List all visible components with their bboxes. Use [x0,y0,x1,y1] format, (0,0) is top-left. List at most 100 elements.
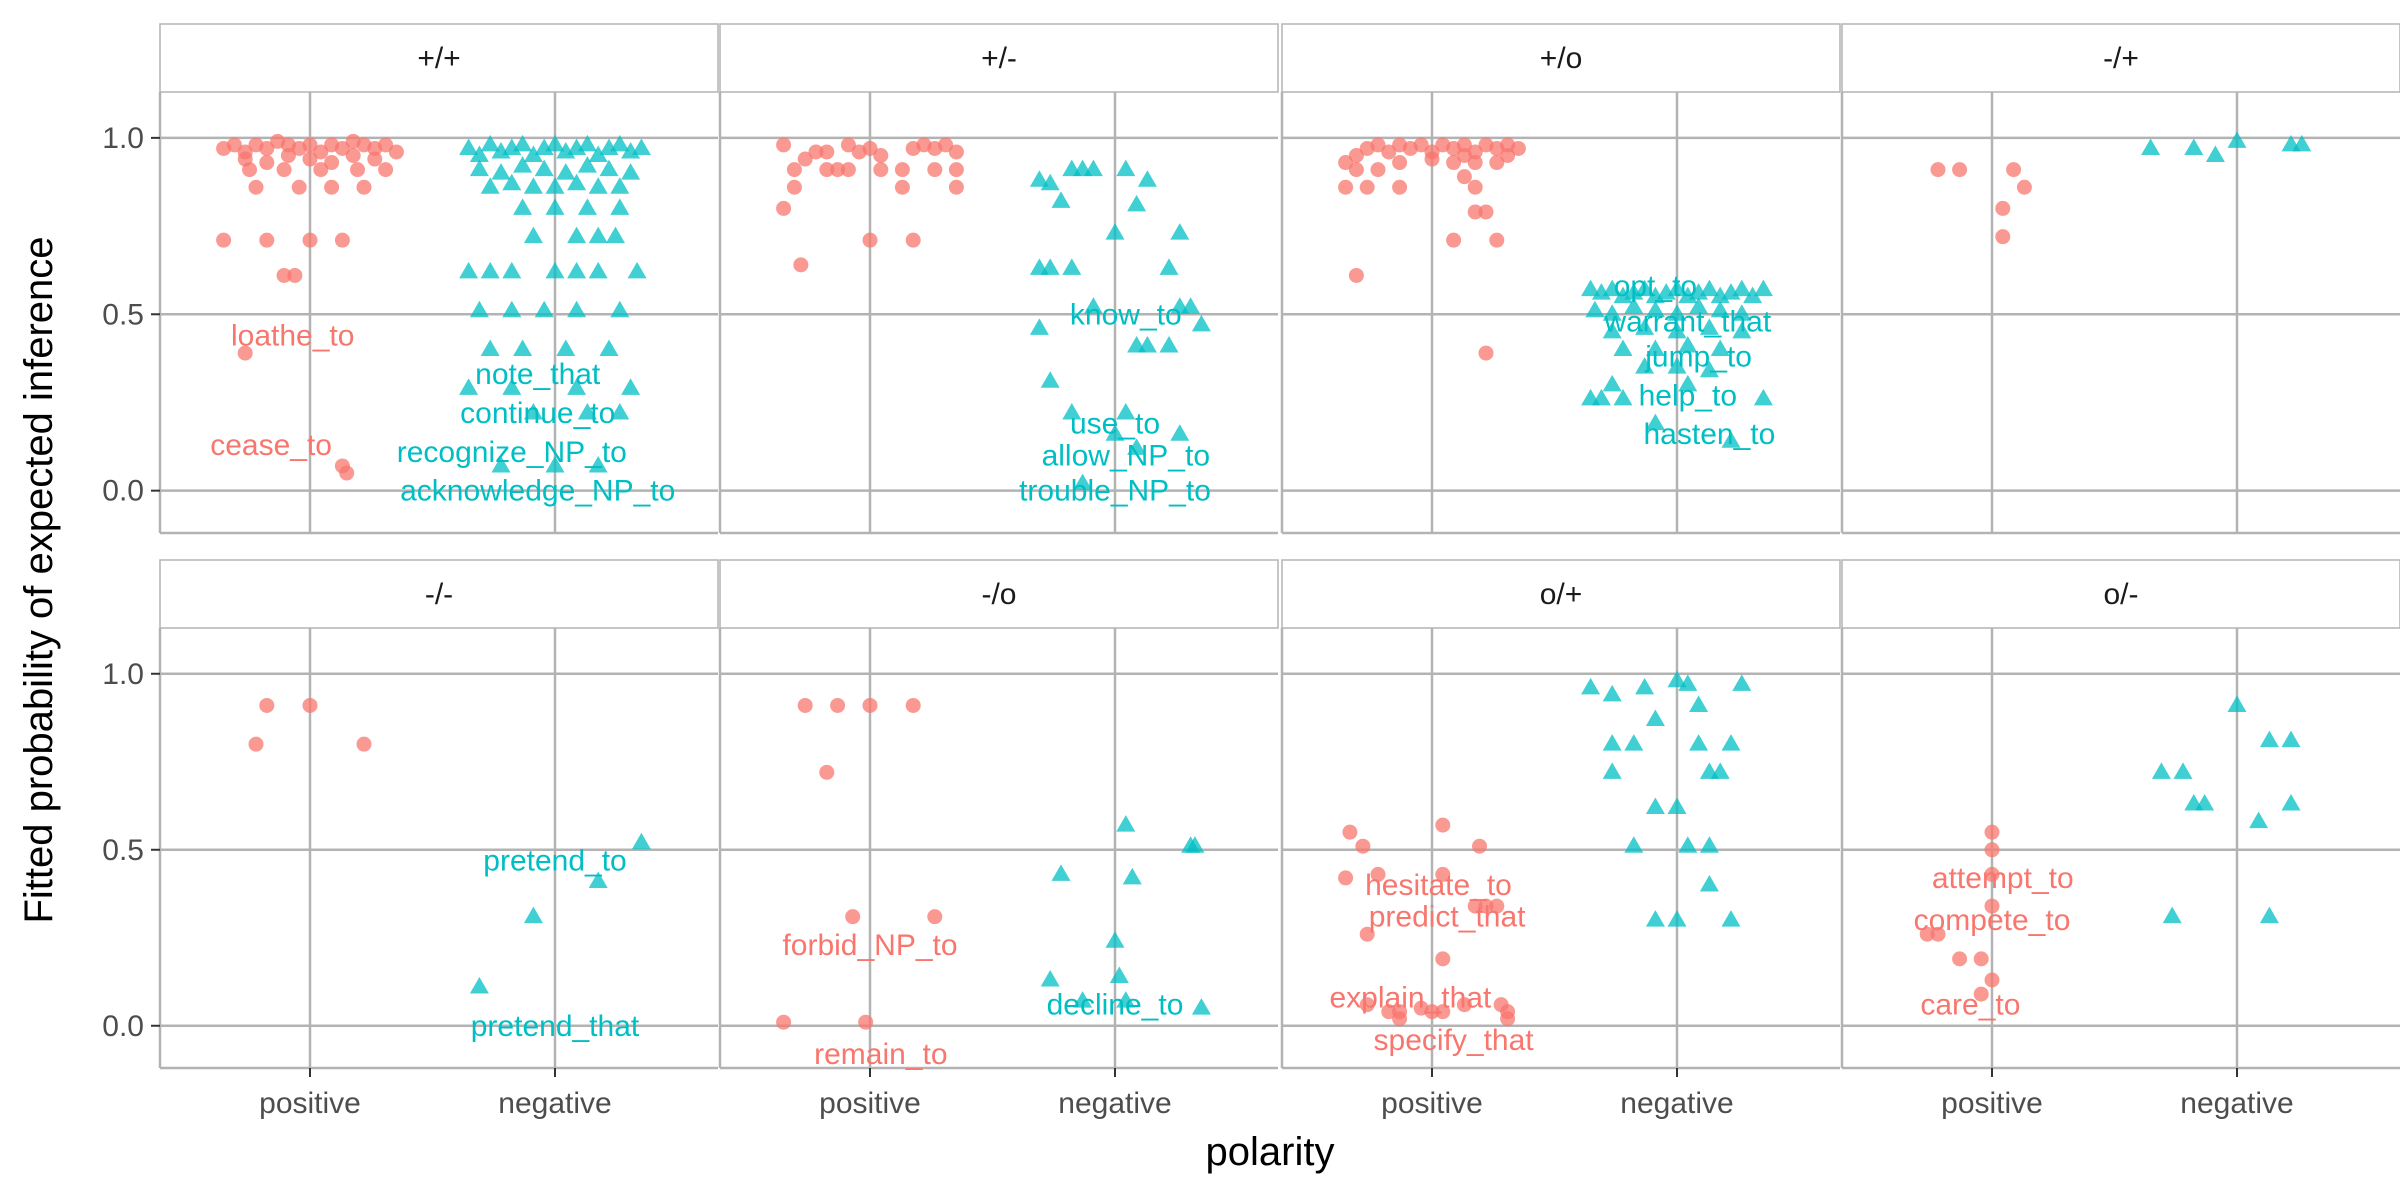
negative-point [567,261,587,279]
negative-point [523,145,543,163]
negative-point [588,177,608,194]
positive-point [1392,179,1408,195]
negative-point [513,339,533,357]
positive-point [367,151,383,167]
x-axis-title: polarity [1206,1130,1335,1174]
negative-point [1137,336,1157,353]
negative-point [1667,279,1687,297]
negative-point [1732,321,1752,339]
negative-point [2173,762,2193,779]
y-tick-label: 1.0 [102,658,144,691]
negative-point [1181,297,1201,314]
negative-point [1732,304,1752,321]
negative-point [1710,339,1730,357]
positive-point [1984,842,2000,858]
positive-point [1467,179,1483,195]
positive-point [1424,1004,1440,1020]
negative-point [480,339,500,357]
positive-point [1952,162,1968,178]
negative-point [1602,374,1622,392]
negative-point [1699,279,1719,297]
positive-point [927,162,943,178]
x-tick-label-positive: positive [1941,1087,2043,1120]
y-tick-label: 0.0 [102,475,144,508]
negative-point [1029,318,1049,335]
point-label: warrant_that [1603,305,1771,338]
positive-point [1342,824,1358,840]
positive-point [248,179,264,195]
negative-point [1667,304,1687,321]
negative-point [1721,431,1741,448]
positive-point [1467,204,1483,220]
negative-point [1667,670,1687,688]
point-label: predict_that [1369,901,1526,934]
negative-point [567,226,587,244]
positive-point [287,267,303,283]
facet-strip [159,23,719,93]
positive-point [1446,232,1462,248]
point-label: pretend_to [483,844,626,877]
negative-point [1137,170,1157,187]
negative-point [621,163,641,180]
x-tick-label-positive: positive [1381,1087,1483,1120]
positive-point [1984,824,2000,840]
negative-point [1613,339,1633,357]
y-axis-title: Fitted probability of expected inference [17,236,61,923]
positive-point [894,162,910,178]
negative-point [1710,762,1730,779]
point-label: decline_to [1047,989,1184,1022]
negative-point [2141,138,2161,155]
negative-point [610,403,630,420]
negative-point [459,138,479,155]
negative-point [1191,314,1211,332]
negative-point [1689,734,1709,751]
negative-point [545,261,565,279]
negative-point [1732,279,1752,297]
positive-point [259,140,275,156]
positive-point [776,200,792,216]
negative-point [610,177,630,194]
negative-point [1602,684,1622,702]
negative-point [1040,371,1060,388]
facet-title: o/+ [1540,578,1583,611]
positive-point [1435,1004,1451,1020]
negative-point [2281,730,2301,748]
negative-point [1645,300,1665,318]
negative-point [523,906,543,924]
positive-point [1489,155,1505,171]
negative-point [1699,318,1719,335]
point-label: trouble_NP_to [1019,475,1211,508]
positive-point [302,137,318,153]
negative-point [567,300,587,318]
negative-point [631,832,651,850]
positive-point [1930,162,1946,178]
negative-point [1083,297,1103,314]
x-tick-label-negative: negative [1620,1087,1733,1120]
point-label: pretend_that [471,1010,640,1043]
positive-point [1435,866,1451,882]
y-tick-label: 0.5 [102,834,144,867]
positive-point [324,179,340,195]
positive-point [302,232,318,248]
negative-point [1083,159,1103,177]
negative-point [2184,138,2204,155]
point-label: hesitate_to [1365,869,1512,902]
positive-point [237,345,253,361]
point-label: explain_that [1330,982,1492,1015]
positive-point [313,162,329,178]
negative-point [1062,258,1082,275]
negative-point [459,261,479,279]
positive-point [1456,148,1472,164]
positive-point [793,257,809,273]
negative-point [610,198,630,215]
negative-point [1602,321,1622,339]
positive-point [1489,232,1505,248]
negative-point [1678,836,1698,853]
positive-point [845,909,861,925]
negative-point [1602,734,1622,751]
point-label: jump_to [1644,341,1752,374]
negative-point [1585,300,1605,318]
negative-point [1678,336,1698,353]
negative-point [1710,300,1730,318]
point-label: specify_that [1374,1024,1535,1057]
